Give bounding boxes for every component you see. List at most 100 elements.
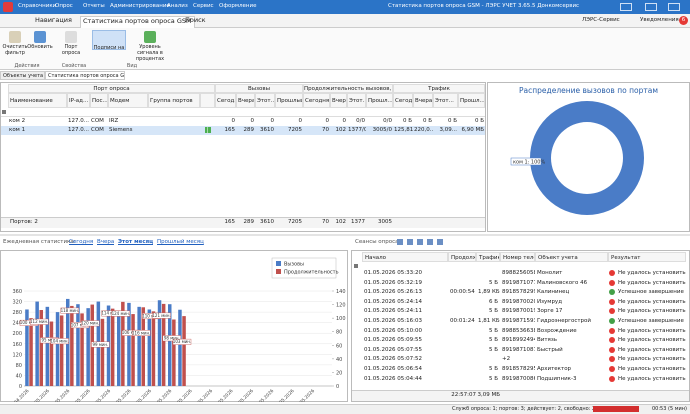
legend-swatch [276, 269, 281, 274]
column-header[interactable]: Пос... [90, 93, 108, 108]
column-header[interactable]: Продолж... [448, 252, 476, 262]
bar [39, 310, 43, 386]
bar [121, 301, 125, 386]
column-header[interactable]: Сегодня [303, 93, 330, 108]
bar [86, 308, 90, 386]
column-header[interactable]: Наименование [8, 93, 67, 108]
y-tick-label: 80 [16, 363, 22, 369]
title-bar [0, 0, 690, 14]
data-label: 120 мин. [81, 321, 99, 326]
column-header[interactable]: Начало [362, 252, 448, 262]
ribbon-button[interactable]: Подписи на графике [92, 30, 126, 50]
bar [172, 319, 176, 386]
session-cell: Гидроэнергострой [537, 318, 591, 324]
column-header[interactable] [200, 93, 215, 108]
grid-cell: 0 Б [422, 118, 432, 124]
toolbar-icon[interactable] [397, 239, 403, 245]
column-header[interactable]: Этот... [347, 93, 366, 108]
ribbon-tab[interactable]: Статистика портов опроса GSM [80, 16, 195, 28]
toolbar-icon[interactable] [417, 239, 423, 245]
session-cell: Не удалось установить... [618, 270, 686, 276]
menu-item[interactable]: Оформление [219, 3, 257, 9]
column-header[interactable]: Прошл... [366, 93, 393, 108]
ribbon-button[interactable]: Обновить [27, 44, 53, 50]
session-cell: 5 Б [488, 366, 498, 372]
label-box [111, 310, 131, 317]
toolbar-icon[interactable] [437, 239, 443, 245]
session-cell: Быстрый [537, 346, 563, 353]
result-icon [609, 298, 615, 305]
column-header[interactable]: Объект учета [535, 252, 608, 262]
grid-cell: 289 [243, 127, 255, 133]
session-cell: 5 Б [488, 337, 498, 344]
footer-cell: 70 [322, 219, 329, 225]
column-header[interactable]: Трафик [476, 252, 500, 262]
session-cell: 00:00:54 [450, 289, 475, 296]
ribbon-tab[interactable]: Поиск [185, 16, 206, 24]
ribbon-button[interactable]: Очистить фильтр [2, 44, 28, 56]
menu-item[interactable]: Администрирование [110, 3, 170, 9]
footer-cell: 165 [224, 219, 236, 225]
column-header[interactable]: Прошлый... [275, 93, 303, 108]
session-cell: Не удалось установить... [618, 366, 686, 372]
window-button[interactable] [668, 3, 680, 11]
column-header[interactable]: Номер теле... [500, 252, 535, 262]
toolbar-icon[interactable] [427, 239, 433, 245]
menu-item[interactable]: Справочники [18, 3, 57, 9]
column-header[interactable]: Этот... [255, 93, 275, 108]
x-tick-label: 29.04.2026 [8, 388, 31, 402]
menu-item[interactable]: Анализ [167, 3, 188, 9]
ribbon-icon [144, 31, 156, 43]
signal-icon [205, 127, 211, 133]
notifications-button[interactable]: Уведомления [640, 17, 679, 23]
column-header[interactable]: Группа портов [148, 93, 200, 108]
grid-cell: 0/0 [356, 118, 365, 124]
document-tab[interactable]: Объекты учета [0, 71, 45, 80]
column-header[interactable]: Вчера [413, 93, 433, 108]
ribbon-button[interactable]: Уровень сигнала в процентах [135, 44, 165, 62]
bar [29, 318, 33, 386]
session-cell: 00:01:24 [450, 318, 475, 324]
y2-tick-label: 120 [336, 303, 346, 309]
donut-label-box [510, 157, 542, 166]
menu-item[interactable]: Сервис [193, 3, 214, 9]
session-cell: Не удалось установить... [618, 337, 686, 344]
window-button[interactable] [620, 3, 632, 11]
window-button[interactable] [645, 3, 657, 11]
column-header[interactable]: Вчера [330, 93, 347, 108]
period-link[interactable]: Этот месяц [118, 239, 154, 245]
filter-icon [2, 110, 6, 114]
session-cell: Не удалось установить... [618, 298, 686, 305]
column-header[interactable]: IP-ад... [67, 93, 90, 108]
footer-cell: 1377 [351, 219, 365, 225]
period-link[interactable]: Сегодня [69, 239, 94, 245]
menu-item[interactable]: Опрос [55, 3, 73, 9]
column-header[interactable]: Вчера [236, 93, 255, 108]
x-tick-label: 07.05.2026 [90, 388, 113, 402]
x-tick-label: 03.05.2026 [49, 388, 72, 402]
bar [55, 312, 60, 386]
document-tab[interactable]: Статистика портов опроса GSM [45, 71, 125, 80]
ribbon-button[interactable]: Порт опроса [61, 44, 81, 56]
column-header[interactable]: Результат [608, 252, 686, 262]
grid-cell: IRZ [109, 118, 119, 124]
service-button[interactable]: ЛЭРС-Сервис [582, 17, 620, 23]
column-header[interactable]: Прошл... [458, 93, 485, 108]
toolbar-icon[interactable] [407, 239, 413, 245]
period-link[interactable]: Вчера [97, 239, 115, 245]
session-cell: 1,81 КБ [478, 318, 500, 324]
grid-cell: 125,81... [394, 127, 413, 133]
data-label: 112 мин. [30, 319, 48, 324]
grid-cell: 165 [224, 127, 236, 133]
column-header[interactable]: Этот... [433, 93, 458, 108]
grid-cell: 6,90 МБ [461, 127, 484, 133]
column-header[interactable]: Сегодня [393, 93, 413, 108]
column-header[interactable]: Модем [108, 93, 148, 108]
session-cell: 01.05.2026 05:32:19 [364, 279, 422, 286]
session-cell: Не удалось установить... [618, 308, 686, 315]
column-header[interactable]: Сегод... [215, 93, 236, 108]
grid-cell: ком 1 [9, 127, 26, 133]
menu-item[interactable]: Отчеты [83, 3, 105, 9]
period-link[interactable]: Прошлый месяц [157, 239, 204, 245]
ribbon-tab[interactable]: Навигация [35, 16, 72, 24]
